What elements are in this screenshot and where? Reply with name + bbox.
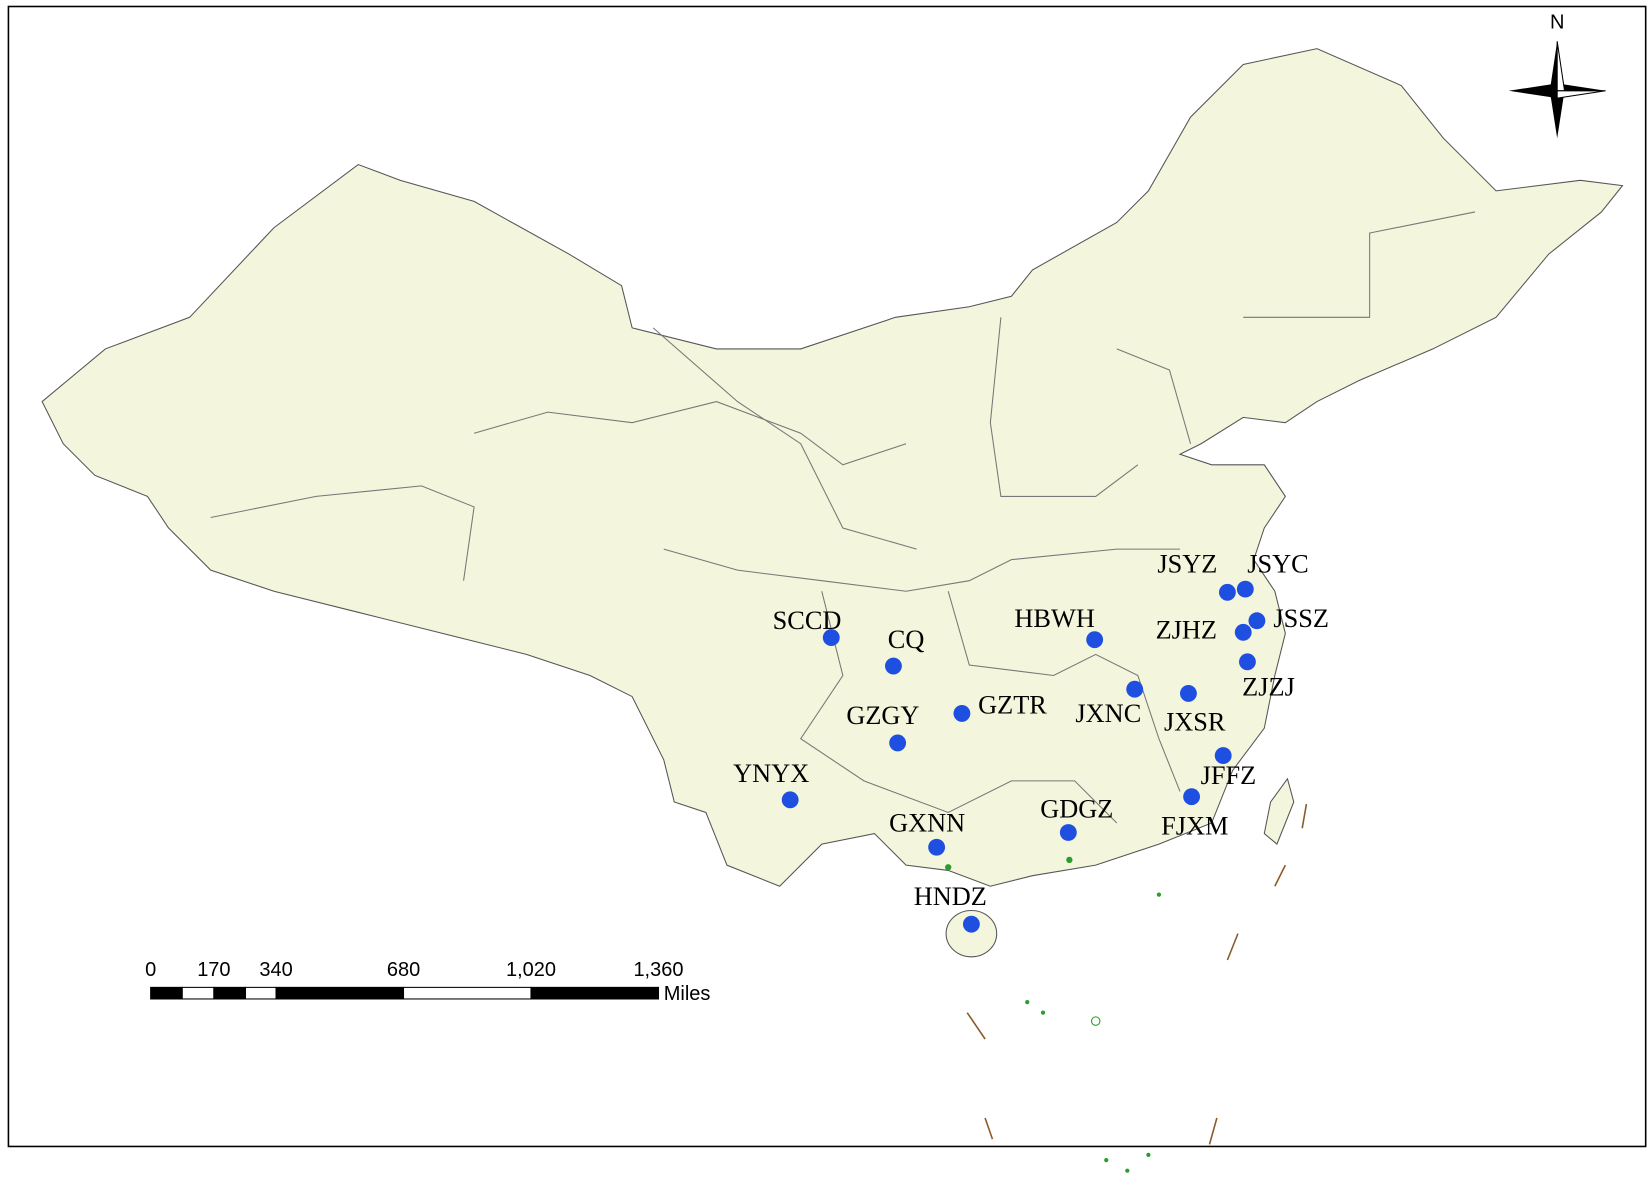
site-marker: [1126, 680, 1144, 698]
site-marker: [1234, 623, 1252, 641]
site-marker: [1218, 583, 1236, 601]
site-label: JSSZ: [1273, 604, 1329, 633]
scale-segment: [402, 986, 532, 1000]
scale-tick-label: 340: [259, 959, 292, 981]
site-marker: [928, 838, 946, 856]
scale-tick-label: 680: [387, 959, 420, 981]
scale-segment: [275, 986, 405, 1000]
scale-tick-label: 0: [145, 959, 156, 981]
site-label: HNDZ: [914, 882, 987, 911]
site-label: CQ: [888, 625, 925, 654]
site-marker: [889, 734, 907, 752]
site-label: GZGY: [846, 701, 919, 730]
scale-tick-label: 1,360: [633, 959, 683, 981]
site-label: HBWH: [1014, 604, 1094, 633]
site-marker: [781, 791, 799, 809]
site-label: ZJHZ: [1156, 616, 1217, 645]
site-label: FJXM: [1161, 812, 1228, 841]
site-label: JXNC: [1075, 699, 1141, 728]
scale-tick-label: 1,020: [506, 959, 556, 981]
site-marker: [1214, 747, 1232, 765]
site-label: GZTR: [978, 690, 1047, 719]
scale-segment: [530, 986, 660, 1000]
site-marker: [885, 657, 902, 675]
site-marker: [1248, 612, 1266, 630]
compass: N: [1508, 12, 1606, 139]
site-marker: [1086, 631, 1104, 649]
scale-tick-label: 170: [197, 959, 230, 981]
site-marker: [962, 915, 980, 933]
sites: SCCD CQ GZGY GZTR YNYX GXNN HNDZ GDGZ HBWH JXNC JX…: [733, 549, 1329, 933]
scale-segment: [213, 986, 247, 1000]
site-label: SCCD: [773, 606, 842, 635]
site-marker: [1183, 788, 1201, 806]
site-label: JXSR: [1164, 707, 1226, 736]
country-outline: [41, 48, 1624, 958]
site-marker: [1236, 580, 1254, 598]
scale-unit: Miles: [664, 983, 711, 1005]
site-label: YNYX: [733, 759, 809, 788]
site-marker: [1239, 653, 1256, 671]
site-label: GXNN: [889, 808, 965, 837]
scale-segment: [244, 986, 277, 1000]
site-marker: [822, 629, 840, 647]
site-marker: [1059, 824, 1077, 841]
site-label: JSYC: [1247, 549, 1308, 578]
site-label: ZJZJ: [1242, 673, 1295, 702]
dashed-boundary: [966, 803, 1308, 1145]
site-label: JSYZ: [1157, 549, 1217, 578]
north-label: N: [1550, 12, 1564, 34]
scale-segment: [181, 986, 215, 1000]
islands: [945, 856, 1162, 1173]
site-label: GDGZ: [1040, 795, 1113, 824]
site-marker: [1180, 685, 1197, 702]
site-marker: [953, 705, 971, 722]
scale-segment: [150, 986, 183, 1000]
site-label: JFFZ: [1201, 761, 1257, 790]
